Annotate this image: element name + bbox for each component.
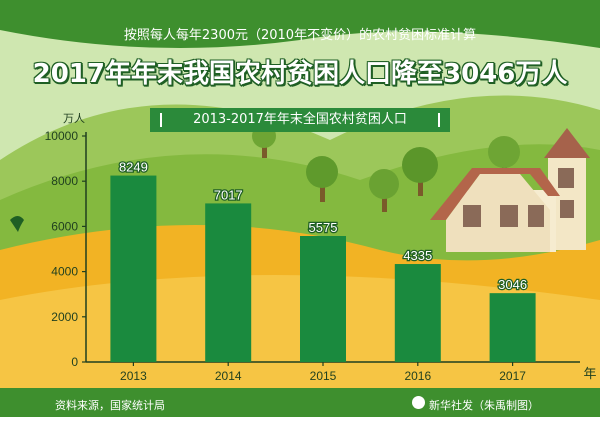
x-tick-label: 2013 [120,369,147,383]
tree-icon [369,169,399,212]
data-label: 5575 [309,220,338,235]
credit: 新华社发（朱禹制图） [429,399,539,412]
tree-icon [306,156,338,202]
y-tick-label: 2000 [51,310,78,324]
data-label: 3046 [498,277,527,292]
chart-bars [110,175,536,362]
data-label: 4335 [403,248,432,263]
y-tick-label: 4000 [51,265,78,279]
bar [205,203,252,362]
data-label: 7017 [214,187,243,202]
y-tick-label: 0 [71,355,78,369]
chart-title: 2013-2017年年末全国农村贫困人口 [150,108,450,132]
x-tick-label: 2014 [215,369,242,383]
house-icon [430,128,590,252]
xinhua-logo-icon [412,396,425,409]
bar [110,175,157,362]
y-tick-label: 8000 [51,174,78,188]
data-source: 资料来源，国家统计局 [55,399,165,412]
y-tick-label: 6000 [51,219,78,233]
tree-icon [402,147,438,196]
x-tick-label: 2016 [404,369,431,383]
bar [300,236,346,362]
bar [489,293,536,362]
x-tick-label: 2015 [310,369,337,383]
top-band [0,0,600,48]
bar [394,264,441,362]
page-title: 2017年年末我国农村贫困人口降至3046万人 [32,59,568,89]
footer-band [0,388,600,417]
chart-labels: 2013 8249 2014 7017 2015 5575 2016 4335 2017 3046 [118,158,529,383]
y-tick-label: 10000 [45,129,79,143]
x-axis-unit-label: 年 [583,367,596,382]
x-tick-label: 2017 [499,369,526,383]
bird-icon [10,216,24,232]
y-axis-unit-label: 万人 [63,112,85,125]
subtitle: 按照每人每年2300元（2010年不变价）的农村贫困标准计算 [123,28,477,43]
data-label: 8249 [119,160,148,175]
